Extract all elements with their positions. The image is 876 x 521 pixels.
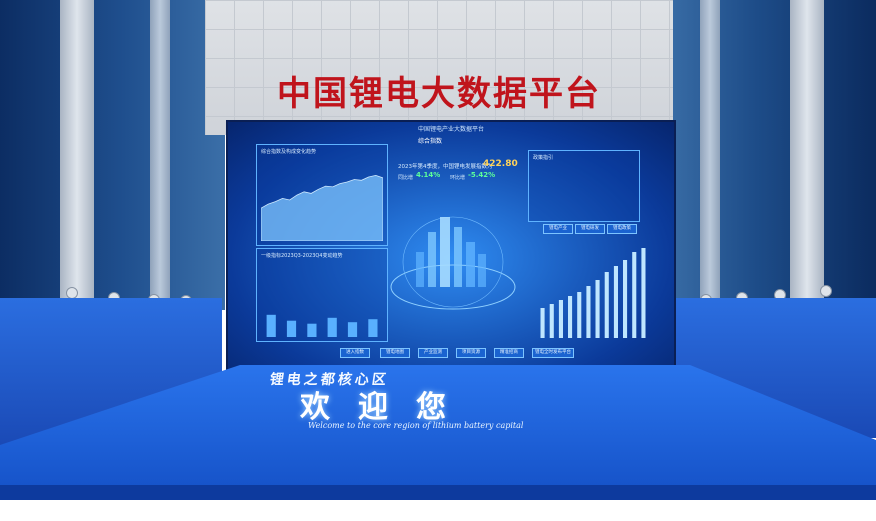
bar: [595, 280, 600, 338]
panel-title: 政策指引: [533, 155, 554, 161]
right-pillar-2: [700, 0, 720, 300]
bar: [604, 272, 609, 338]
bar: [540, 308, 545, 338]
right-glass-facade: [660, 0, 876, 310]
bar: [577, 292, 582, 338]
camera-icon: [820, 285, 832, 297]
qoq-label: 环比增: [450, 175, 466, 181]
building-sign: 中国锂电大数据平台: [277, 74, 601, 114]
building-wall: [205, 0, 673, 135]
floor-welcome-english: Welcome to the core region of lithium ba…: [308, 421, 524, 430]
tab-policy[interactable]: 锂电政策: [607, 224, 637, 234]
left-pillar-2: [150, 0, 170, 300]
area-chart: [261, 174, 383, 241]
summary-line: 2023年第4季度，中国锂电发展指数为: [398, 164, 493, 170]
nav-invest[interactable]: 精准招商: [494, 348, 524, 358]
left-pillar: [60, 0, 94, 300]
left-glass-facade: [0, 0, 225, 310]
bar: [586, 286, 591, 338]
bar: [632, 252, 637, 338]
panel-title: 综合指数及构成变化趋势: [261, 149, 317, 155]
bar: [558, 300, 563, 338]
right-pillar: [790, 0, 824, 300]
qoq-value: -5.42%: [468, 171, 496, 179]
nav-projects[interactable]: 项目资源: [456, 348, 486, 358]
city-skyline-graphic: [390, 216, 516, 310]
bar: [568, 296, 573, 338]
left-panel-trend: 综合指数及构成变化趋势: [256, 144, 388, 246]
screen-title: 中国锂电产业大数据平台: [417, 126, 484, 133]
bar: [549, 304, 554, 338]
floor-welcome: 欢迎您: [300, 390, 474, 425]
nav-map[interactable]: 锂电地图: [380, 348, 410, 358]
center-header: 综合指数: [418, 138, 443, 145]
bar: [623, 260, 628, 338]
bar: [347, 322, 358, 337]
nav-monitor[interactable]: 产业监测: [418, 348, 448, 358]
tab-research[interactable]: 锂电研发: [575, 224, 605, 234]
area-series: [261, 174, 383, 241]
nav-release[interactable]: 锂电全时发布平台: [532, 348, 574, 358]
dashboard-screen: 中国锂电产业大数据平台 综合指数及构成变化趋势 一级指标2023Q3-2023Q…: [226, 120, 676, 372]
nav-index[interactable]: 进入指数: [340, 348, 370, 358]
index-value: 422.80: [483, 159, 518, 169]
yoy-value: 4.14%: [416, 171, 441, 179]
bar-chart-indicators: [266, 314, 378, 337]
bar: [641, 248, 646, 338]
bar: [307, 323, 317, 337]
panel-title: 一级指标2023Q3-2023Q4变动趋势: [261, 253, 343, 259]
right-panel-news: 政策指引: [528, 150, 640, 222]
led-floor: [0, 365, 876, 500]
yoy-label: 同比增: [398, 175, 414, 181]
left-panel-indicators: 一级指标2023Q3-2023Q4变动趋势: [256, 248, 388, 342]
bar: [368, 319, 378, 337]
bar-chart-right: [540, 248, 646, 338]
bar: [327, 317, 337, 337]
bar: [286, 320, 297, 337]
bar: [613, 266, 618, 338]
white-border: [0, 500, 876, 521]
tab-industry[interactable]: 锂电产业: [543, 224, 573, 234]
bar: [266, 314, 276, 337]
